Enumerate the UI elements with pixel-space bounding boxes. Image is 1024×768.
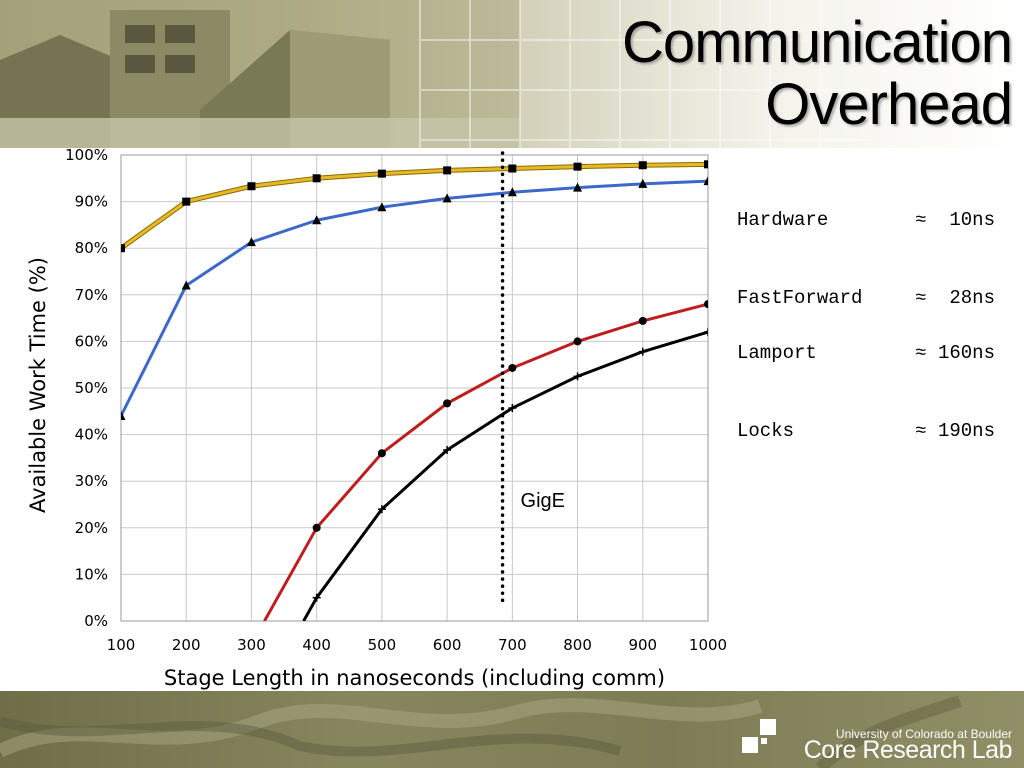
x-tick-label: 500 — [368, 636, 397, 654]
data-point-lamport — [508, 363, 517, 372]
data-point-lamport — [704, 300, 708, 309]
data-point-fastforward — [638, 178, 648, 188]
data-point-hardware — [247, 182, 256, 191]
data-point-hardware — [312, 174, 321, 183]
legend-row-locks: Locks ≈ 190ns — [737, 418, 995, 444]
y-tick-label: 10% — [75, 565, 108, 583]
y-tick-label: 20% — [75, 519, 108, 537]
y-axis-title: Available Work Time (%) — [26, 257, 50, 513]
data-point-lamport — [312, 523, 321, 532]
data-point-fastforward — [507, 187, 517, 197]
y-tick-label: 30% — [75, 472, 108, 490]
y-tick-label: 50% — [75, 379, 108, 397]
x-tick-label: 300 — [237, 636, 266, 654]
data-point-hardware — [704, 160, 708, 169]
x-tick-label: 700 — [498, 636, 527, 654]
y-tick-label: 100% — [65, 146, 108, 164]
chart-series — [121, 160, 708, 621]
x-tick-label: 800 — [563, 636, 592, 654]
series-line-hardware — [121, 162, 708, 250]
series-line-hardware-outline — [121, 161, 708, 251]
data-point-fastforward — [442, 193, 452, 203]
data-point-hardware — [573, 162, 582, 171]
y-tick-label: 0% — [84, 612, 108, 630]
legend-row-hardware: Hardware ≈ 10ns — [737, 207, 995, 233]
x-tick-label: 100 — [107, 636, 136, 654]
legend-fast-group: Hardware ≈ 10ns FastForward ≈ 28ns — [737, 155, 995, 337]
legend-name: FastForward — [737, 287, 863, 309]
x-tick-label: 200 — [172, 636, 201, 654]
data-point-hardware — [377, 169, 386, 178]
data-point-hardware — [638, 161, 647, 170]
data-point-fastforward — [377, 202, 387, 212]
data-point-hardware — [182, 197, 191, 206]
data-point-locks — [573, 372, 582, 381]
chart-grid — [120, 154, 709, 622]
data-point-fastforward — [121, 410, 126, 420]
building-photo — [0, 0, 870, 148]
footer-banner — [0, 691, 1024, 768]
data-point-lamport — [443, 399, 452, 408]
lab-logo-icon — [742, 719, 776, 753]
data-point-locks — [377, 505, 386, 514]
data-point-locks — [638, 347, 647, 356]
x-tick-label: 400 — [302, 636, 331, 654]
series-line-fastforward — [121, 179, 708, 417]
series-line-lamport — [263, 302, 708, 621]
x-axis-title: Stage Length in nanoseconds (including c… — [164, 666, 665, 690]
series-line-locks — [302, 330, 708, 621]
data-point-locks — [312, 593, 321, 602]
data-point-lamport — [377, 449, 386, 458]
data-point-locks — [508, 404, 517, 413]
data-point-fastforward — [312, 215, 322, 225]
x-tick-label: 600 — [433, 636, 462, 654]
legend-value: ≈ 28ns — [915, 287, 995, 309]
x-tick-label: 900 — [628, 636, 657, 654]
legend-slow-group: Lamport ≈ 160ns Locks ≈ 190ns — [737, 288, 995, 470]
slide-title: Communication Overhead — [622, 10, 1013, 137]
legend-name: Lamport — [737, 342, 817, 364]
title-line-2: Overhead — [765, 72, 1013, 137]
legend-row-fastforward: FastForward ≈ 28ns — [737, 285, 995, 311]
header-banner — [0, 0, 1024, 148]
y-tick-label: 80% — [75, 239, 108, 257]
gige-label: GigE — [521, 490, 565, 512]
legend-row-lamport: Lamport ≈ 160ns — [737, 340, 995, 366]
data-point-locks — [443, 445, 452, 454]
data-point-locks — [704, 328, 708, 337]
data-point-fastforward — [181, 280, 191, 290]
data-point-fastforward — [703, 176, 708, 186]
data-point-fastforward — [573, 182, 583, 192]
legend-value: ≈ 160ns — [915, 342, 995, 364]
chart-tick-labels: 0% 10% 20% 30% 40% 50% 60% 70% 80% 90% 100% 100 200 3… — [65, 146, 727, 654]
plot-border — [120, 154, 709, 622]
y-tick-label: 70% — [75, 286, 108, 304]
organization-name: University of Colorado at Boulder — [835, 727, 1012, 741]
data-point-hardware — [443, 166, 452, 175]
legend-name: Hardware — [737, 209, 829, 231]
y-tick-label: 90% — [75, 193, 108, 211]
legend-value: ≈ 10ns — [915, 209, 995, 231]
data-point-lamport — [638, 316, 647, 325]
title-line-1: Communication — [622, 10, 1013, 75]
lab-name: Core Research Lab — [803, 736, 1013, 764]
data-point-hardware — [121, 244, 125, 253]
y-tick-label: 60% — [75, 332, 108, 350]
x-tick-label: 1000 — [689, 636, 727, 654]
footer-texture — [0, 695, 962, 768]
line-chart: 0% 10% 20% 30% 40% 50% 60% 70% 80% 90% 100% 100 200 3… — [26, 146, 727, 690]
y-tick-label: 40% — [75, 426, 108, 444]
data-point-hardware — [508, 164, 517, 173]
data-point-lamport — [573, 337, 582, 346]
data-point-fastforward — [246, 237, 256, 247]
legend-name: Locks — [737, 420, 795, 442]
legend-value: ≈ 190ns — [915, 420, 995, 442]
